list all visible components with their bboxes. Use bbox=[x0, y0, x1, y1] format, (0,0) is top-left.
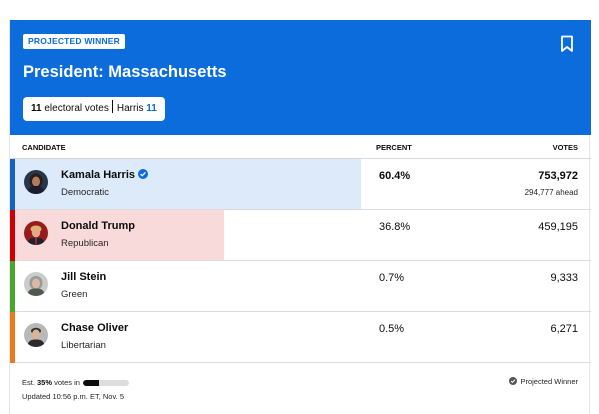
race-title: President: Massachusetts bbox=[23, 63, 227, 81]
candidate-name-text: Kamala Harris bbox=[61, 169, 135, 181]
candidate-party: Republican bbox=[61, 238, 109, 249]
candidate-party: Libertarian bbox=[61, 340, 106, 351]
race-footer: Est. 35% votes in Updated 10:56 p.m. ET,… bbox=[10, 364, 591, 414]
candidate-percent: 36.8% bbox=[379, 221, 411, 233]
candidate-party: Green bbox=[61, 289, 88, 300]
race-header: PROJECTED WINNER President: Massachusett… bbox=[10, 20, 591, 135]
candidate-row-harris: Kamala Harris Democratic 60.4% 753,972 2… bbox=[10, 159, 591, 210]
candidate-row-trump: Donald Trump Republican 36.8% 459,195 bbox=[10, 210, 591, 261]
candidate-name: Donald Trump bbox=[61, 220, 135, 232]
candidate-votes: 753,972 bbox=[538, 170, 578, 182]
candidate-votes: 459,195 bbox=[538, 221, 578, 233]
party-color-stripe bbox=[10, 159, 15, 210]
candidate-percent: 0.5% bbox=[379, 323, 405, 335]
candidate-name: Chase Oliver bbox=[61, 322, 129, 334]
electoral-winner-votes: 11 bbox=[146, 103, 157, 114]
candidate-percent: 60.4% bbox=[379, 170, 411, 182]
jill-stein-photo-icon bbox=[24, 272, 48, 296]
electoral-votes-label: electoral votes bbox=[41, 103, 109, 114]
candidate-party: Democratic bbox=[61, 187, 110, 198]
kamala-harris-photo-icon bbox=[24, 170, 48, 194]
votes-ahead: 294,777 ahead bbox=[524, 188, 578, 197]
est-prefix: Est. bbox=[22, 378, 38, 387]
updated-timestamp: Updated 10:56 p.m. ET, Nov. 5 bbox=[22, 392, 125, 401]
candidate-name: Jill Stein bbox=[61, 271, 107, 283]
est-value: 35% bbox=[37, 378, 53, 387]
candidate-votes: 6,271 bbox=[550, 323, 578, 335]
column-headers: CANDIDATE PERCENT VOTES bbox=[10, 135, 591, 159]
race-card: PROJECTED WINNER President: Massachusett… bbox=[9, 20, 591, 414]
reporting-progress-bar bbox=[82, 380, 129, 386]
party-color-stripe bbox=[10, 210, 15, 261]
reporting-progress-fill bbox=[82, 380, 100, 386]
electoral-winner-name: Harris bbox=[116, 103, 147, 114]
winner-check-icon bbox=[138, 169, 148, 179]
bookmark-icon[interactable] bbox=[560, 35, 574, 53]
est-suffix: votes in bbox=[52, 378, 80, 387]
donald-trump-photo-icon bbox=[24, 221, 48, 245]
projected-winner-legend: Projected Winner bbox=[509, 377, 578, 386]
chase-oliver-photo-icon bbox=[24, 323, 48, 347]
party-color-stripe bbox=[10, 312, 15, 363]
party-color-stripe bbox=[10, 261, 15, 312]
candidate-column-header: CANDIDATE bbox=[22, 143, 66, 152]
electoral-votes-pill: 11 electoral votes Harris 11 bbox=[23, 97, 165, 121]
electoral-votes-count: 11 bbox=[31, 103, 42, 114]
candidate-percent: 0.7% bbox=[379, 272, 405, 284]
candidate-row-stein: Jill Stein Green 0.7% 9,333 bbox=[10, 261, 591, 312]
candidate-row-oliver: Chase Oliver Libertarian 0.5% 6,271 bbox=[10, 312, 591, 363]
estimated-votes-in: Est. 35% votes in bbox=[22, 378, 129, 387]
candidate-votes: 9,333 bbox=[550, 272, 578, 284]
candidate-name: Kamala Harris bbox=[61, 169, 148, 181]
projected-winner-badge: PROJECTED WINNER bbox=[23, 34, 125, 49]
projected-winner-check-icon bbox=[509, 377, 518, 385]
votes-column-header: VOTES bbox=[552, 143, 578, 152]
projected-winner-legend-label: Projected Winner bbox=[520, 377, 578, 386]
vote-share-bar bbox=[10, 159, 361, 209]
pill-divider bbox=[111, 100, 113, 113]
percent-column-header: PERCENT bbox=[376, 143, 412, 152]
